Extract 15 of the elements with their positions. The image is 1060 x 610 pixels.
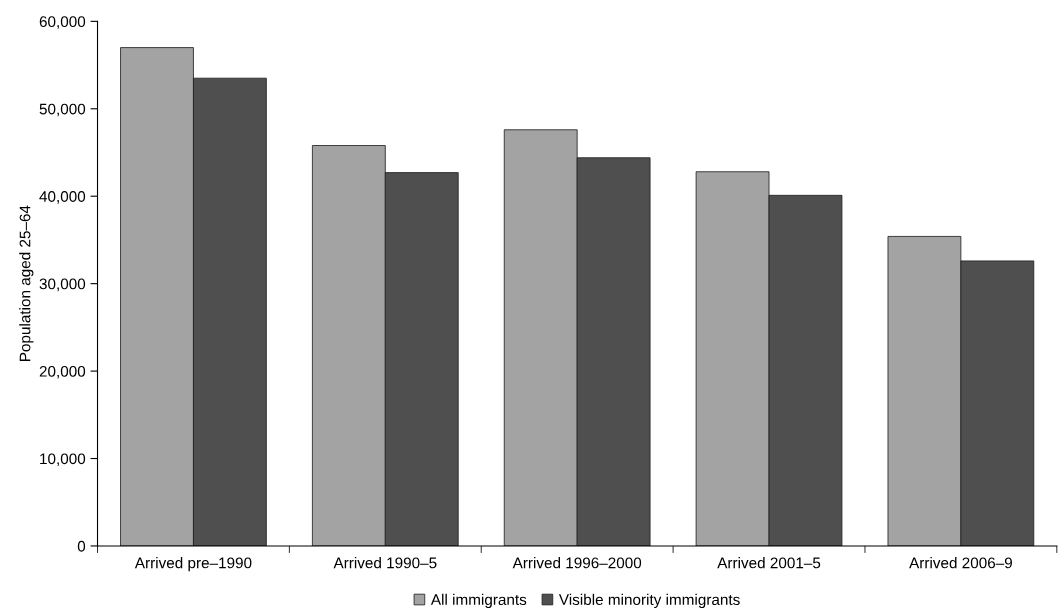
y-tick-label: 10,000 xyxy=(40,453,86,467)
x-tick-label: Arrived 2001–5 xyxy=(717,557,821,569)
x-tick-label: Arrived pre–1990 xyxy=(134,557,252,572)
legend-label: All immigrants xyxy=(430,593,527,609)
x-tick-label: Arrived 1990–5 xyxy=(333,557,437,569)
y-tick-label: 0 xyxy=(77,540,86,552)
x-tick-label: Arrived 1996–2000 xyxy=(512,557,642,569)
y-tick-label: 40,000 xyxy=(39,191,86,204)
x-tick-label: Arrived 2006–9 xyxy=(909,557,1012,569)
y-axis-title: Population aged 25–64 xyxy=(19,205,34,361)
y-tick-label: 60,000 xyxy=(39,16,86,29)
y-tick-label: 20,000 xyxy=(39,365,86,379)
y-tick-label: 50,000 xyxy=(39,103,86,117)
legend-label: Visible minority immigrants xyxy=(558,593,740,609)
y-tick-label: 30,000 xyxy=(39,278,86,292)
